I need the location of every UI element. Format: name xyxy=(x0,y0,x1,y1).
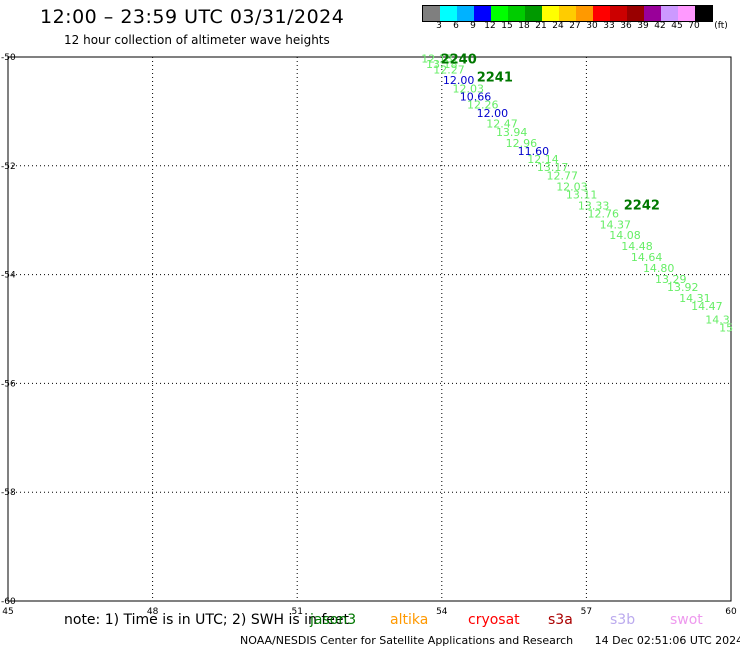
footer-credit: NOAA/NESDIS Center for Satellite Applica… xyxy=(240,634,740,647)
wave-height-point: 12.77 xyxy=(547,169,579,182)
wave-height-point: 13.33 xyxy=(578,199,610,212)
x-tick-label: 45 xyxy=(2,607,13,617)
track-label: 2240 xyxy=(441,53,477,68)
wave-height-point: 12.96 xyxy=(506,137,538,150)
color-swatch xyxy=(593,6,610,21)
color-swatch xyxy=(474,6,491,21)
wave-height-point: 14.64 xyxy=(631,251,663,264)
plot-frame xyxy=(7,56,732,602)
x-tick-label: 57 xyxy=(581,607,592,617)
satellite-legend-item: s3a xyxy=(548,612,573,628)
satellite-legend-item: swot xyxy=(670,612,703,628)
wave-height-point: 12.00 xyxy=(477,107,509,120)
y-tick-label: -56 xyxy=(1,379,16,389)
wave-height-point: 12.26 xyxy=(467,99,499,112)
wave-height-point: 13.18 xyxy=(426,58,458,71)
color-scale-label: 21 xyxy=(535,21,547,31)
wave-height-point: 13.17 xyxy=(537,161,569,174)
color-scale-label: 45 xyxy=(671,21,683,31)
wave-height-point: 14.31 xyxy=(679,292,711,305)
color-swatch xyxy=(610,6,627,21)
color-scale-label: 9 xyxy=(470,21,476,31)
color-swatch xyxy=(661,6,678,21)
color-swatch xyxy=(423,6,440,21)
grid-lines xyxy=(8,57,731,601)
color-swatch xyxy=(508,6,525,21)
timestamp: 14 Dec 02:51:06 UTC 2024 xyxy=(594,634,740,647)
x-tick-label: 54 xyxy=(436,607,448,617)
color-scale-label: 33 xyxy=(603,21,615,31)
color-scale-label: 27 xyxy=(569,21,581,31)
x-tick-label: 51 xyxy=(291,607,302,617)
wave-height-point: 14.48 xyxy=(621,240,653,253)
wave-height-point: 12.14 xyxy=(527,153,559,166)
color-swatch xyxy=(695,6,712,21)
wave-height-point: 12.00 xyxy=(443,74,475,87)
chart-title: 12:00 – 23:59 UTC 03/31/2024 xyxy=(40,6,345,28)
wave-height-point: 15 xyxy=(719,322,733,335)
color-scale-label: 42 xyxy=(654,21,666,31)
color-scale-label: 24 xyxy=(552,21,564,31)
wave-height-point: 13.29 xyxy=(655,273,687,286)
wave-height-point: 12.03 xyxy=(453,82,485,95)
color-swatch xyxy=(678,6,695,21)
wave-height-point: 14.3 xyxy=(705,314,730,327)
wave-height-point: 13.92 xyxy=(667,281,699,294)
x-tick-label: 48 xyxy=(147,607,159,617)
x-tick-label: 60 xyxy=(725,607,737,617)
color-swatch xyxy=(457,6,474,21)
color-swatch xyxy=(627,6,644,21)
wave-height-point: 14.80 xyxy=(643,262,675,275)
wave-height-point: 14.37 xyxy=(600,218,632,231)
y-tick-label: -60 xyxy=(1,597,16,607)
color-scale-label: 15 xyxy=(501,21,513,31)
chart-subtitle: 12 hour collection of altimeter wave hei… xyxy=(64,33,330,47)
y-tick-label: -50 xyxy=(1,53,16,63)
color-swatch xyxy=(559,6,576,21)
track-label: 2242 xyxy=(624,198,660,213)
wave-height-point: 14.08 xyxy=(609,229,641,242)
color-swatch xyxy=(644,6,661,21)
wave-height-point: 13.11 xyxy=(566,188,598,201)
wave-height-point: 12.47 xyxy=(486,118,518,131)
wave-height-point: 12.76 xyxy=(588,207,620,220)
color-scale-label: 30 xyxy=(586,21,598,31)
wave-height-point: 11.60 xyxy=(518,145,550,158)
y-tick-label: -58 xyxy=(1,488,16,498)
footer-note: note: 1) Time is in UTC; 2) SWH is in fe… xyxy=(64,612,350,628)
color-scale-bar xyxy=(422,5,713,22)
color-scale-unit: (ft) xyxy=(714,21,728,31)
credit-text: NOAA/NESDIS Center for Satellite Applica… xyxy=(240,634,574,647)
wave-height-point: 10.66 xyxy=(460,91,492,104)
color-scale-label: 6 xyxy=(453,21,459,31)
satellite-legend-item: cryosat xyxy=(468,612,520,628)
y-tick-label: -54 xyxy=(1,271,16,281)
wave-height-point: 13.94 xyxy=(496,126,528,139)
color-swatch xyxy=(440,6,457,21)
wave-height-point: 12.03 xyxy=(556,180,588,193)
satellite-legend-item: jason3 xyxy=(310,612,357,628)
track-label: 2241 xyxy=(477,70,513,85)
color-scale-label: 36 xyxy=(620,21,632,31)
color-scale-label: 12 xyxy=(484,21,496,31)
color-scale-label: 18 xyxy=(518,21,530,31)
data-points: 12.1313.1812.2712.0012.0310.6612.2612.00… xyxy=(421,52,733,334)
color-swatch xyxy=(542,6,559,21)
color-swatch xyxy=(491,6,508,21)
color-scale-label: 3 xyxy=(436,21,442,31)
color-swatch xyxy=(576,6,593,21)
y-tick-label: -52 xyxy=(1,162,16,172)
satellite-legend-item: s3b xyxy=(610,612,636,628)
color-scale-label: 39 xyxy=(637,21,649,31)
axis-tick-labels: 45 48 51 54 57 60 -50 -52 -54 -56 -58 -60 xyxy=(1,53,737,617)
wave-height-point: 12.13 xyxy=(421,52,453,65)
wave-height-point: 12.27 xyxy=(433,63,465,76)
satellite-legend-item: altika xyxy=(390,612,429,628)
color-swatch xyxy=(525,6,542,21)
color-scale-label: 70 xyxy=(688,21,700,31)
wave-height-point: 14.47 xyxy=(691,300,723,313)
